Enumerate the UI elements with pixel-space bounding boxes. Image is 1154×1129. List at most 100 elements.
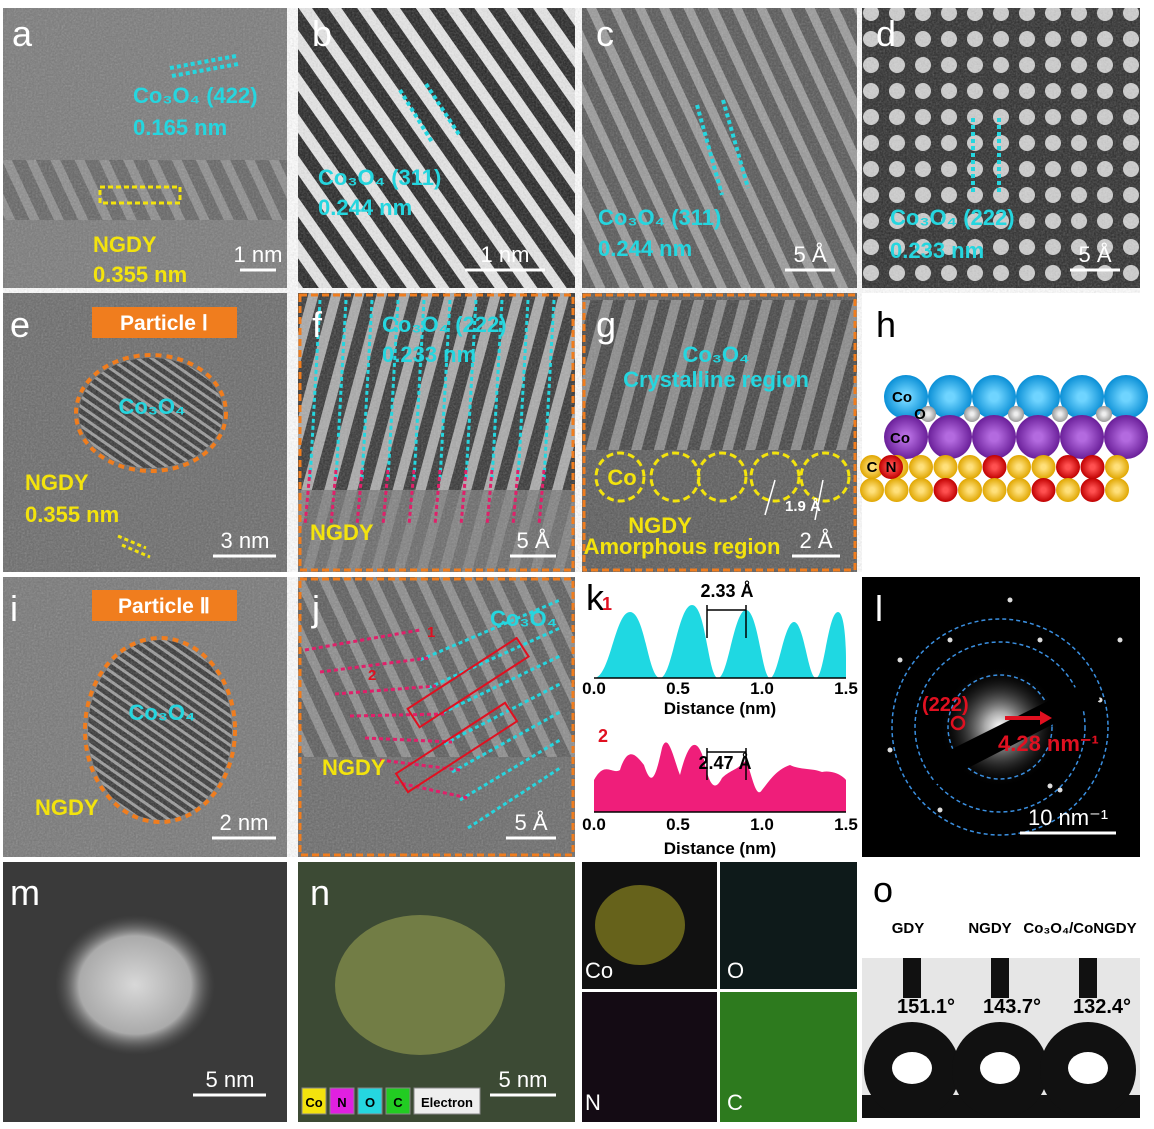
- dashed-guide: [511, 469, 520, 526]
- x-tick-label: 0.5: [666, 679, 690, 698]
- diffraction-spot: [897, 657, 903, 663]
- spacing-label: 0.355 nm: [93, 262, 187, 287]
- particle-label: Co₃O₄: [128, 700, 195, 725]
- map-n: [582, 992, 717, 1122]
- c-atom: [860, 455, 884, 479]
- tag-box: [92, 590, 237, 621]
- c-atom: [884, 478, 909, 502]
- co-atom: [1060, 375, 1104, 419]
- map-signal: [595, 885, 685, 965]
- panel-label: g: [596, 304, 616, 345]
- atom-label: Co: [890, 430, 910, 447]
- c-atom: [860, 478, 884, 502]
- support-label: NGDY: [322, 755, 386, 780]
- c-atom: [1031, 478, 1056, 502]
- droplet-highlight: [892, 1052, 932, 1084]
- needle: [991, 958, 1009, 998]
- dashed-guide: [459, 469, 468, 526]
- droplets: [864, 958, 1136, 1118]
- co-atom: [884, 375, 928, 419]
- phase-label: Co₃O₄: [682, 342, 749, 367]
- map-label: O: [727, 958, 744, 983]
- peak-spacing: 2.47 Å: [698, 753, 751, 773]
- diffraction-spot: [1117, 637, 1123, 643]
- c-atom: [1105, 455, 1129, 479]
- x-tick-label: 0.0: [582, 679, 606, 698]
- scale-label: 5 nm: [499, 1067, 548, 1092]
- profile-label: 2: [368, 667, 376, 684]
- legend: Co N O C Electron: [301, 1087, 481, 1115]
- dashed-guide: [360, 299, 374, 481]
- dashed-guide: [435, 654, 561, 718]
- c-atom: [982, 478, 1007, 502]
- x-tick-label: 1.0: [750, 679, 774, 698]
- ring: [891, 618, 1109, 836]
- legend-label: C: [393, 1095, 403, 1110]
- grain: [3, 577, 575, 857]
- diffraction-spot: [1047, 783, 1053, 789]
- atom-label: N: [886, 459, 897, 476]
- dashed-guide: [424, 82, 462, 138]
- plot-name: 2: [598, 726, 608, 746]
- droplet-highlight: [1068, 1052, 1108, 1084]
- legend-label: N: [337, 1095, 346, 1110]
- dashed-guide: [419, 598, 561, 662]
- support-label: NGDY: [93, 232, 157, 257]
- radius-label: 4.28 nm⁻¹: [998, 731, 1099, 756]
- c-atom: [1056, 478, 1080, 502]
- ring-label: (222): [922, 694, 969, 716]
- diffraction-spot: [937, 807, 943, 813]
- dashed-guide: [464, 299, 478, 481]
- legend-swatch: [329, 1087, 355, 1115]
- panel-label: k: [586, 577, 605, 618]
- co-atom: [928, 415, 972, 459]
- distance-arrow: [814, 479, 824, 521]
- atom-label: Co: [892, 389, 912, 406]
- particle-label: Co₃O₄: [118, 394, 185, 419]
- profile-curve: [594, 742, 846, 812]
- dashed-guide: [117, 534, 147, 550]
- scale-label: 10 nm⁻¹: [1028, 805, 1108, 830]
- co-atom: [1104, 375, 1148, 419]
- dashed-box: [98, 185, 182, 205]
- spacing-label: 0.233 nm: [890, 238, 984, 263]
- dashed-guide: [542, 299, 556, 481]
- sample-label: GDY: [892, 920, 925, 937]
- region-label: Crystalline region: [623, 367, 809, 392]
- dashed-guide: [721, 99, 750, 189]
- phase-label: Co₃O₄ (222): [890, 205, 1015, 230]
- profile-boxes: [394, 636, 531, 794]
- diffraction-spot: [1007, 597, 1013, 603]
- panel-label: o: [873, 869, 893, 910]
- panel-border: [582, 293, 857, 572]
- co-atom: [1016, 415, 1060, 459]
- panel-label: j: [311, 588, 320, 629]
- phase-label: Co₃O₄ (222): [382, 312, 507, 337]
- dashed-guide: [121, 543, 151, 559]
- atom-circle: [749, 451, 801, 503]
- phase-label: Co₃O₄: [490, 606, 557, 631]
- dashed-guide: [334, 684, 437, 696]
- peak-spacing: 2.33 Å: [700, 581, 753, 601]
- dashed-guide: [695, 104, 724, 196]
- x-tick-label: 1.0: [750, 815, 774, 834]
- ring-marker: [950, 715, 966, 731]
- dashed-guide: [443, 682, 561, 746]
- distance-arrow: [764, 479, 776, 516]
- panel-label: n: [310, 872, 330, 913]
- atom-label: O: [914, 406, 926, 423]
- needle: [903, 958, 921, 998]
- o-atom: [1052, 406, 1068, 422]
- dashed-guide: [355, 469, 364, 526]
- profile-curve: [594, 605, 846, 678]
- particle-tag: Particle Ⅱ: [118, 595, 210, 618]
- phase-label: Co₃O₄ (311): [318, 165, 441, 190]
- c-atom: [1080, 455, 1105, 479]
- scale-label: 1 nm: [234, 242, 283, 267]
- o-atom: [1096, 406, 1112, 422]
- c-atom: [1056, 455, 1080, 479]
- c-atom: [982, 455, 1007, 479]
- c-atom: [958, 478, 982, 502]
- o-atom: [1008, 406, 1024, 422]
